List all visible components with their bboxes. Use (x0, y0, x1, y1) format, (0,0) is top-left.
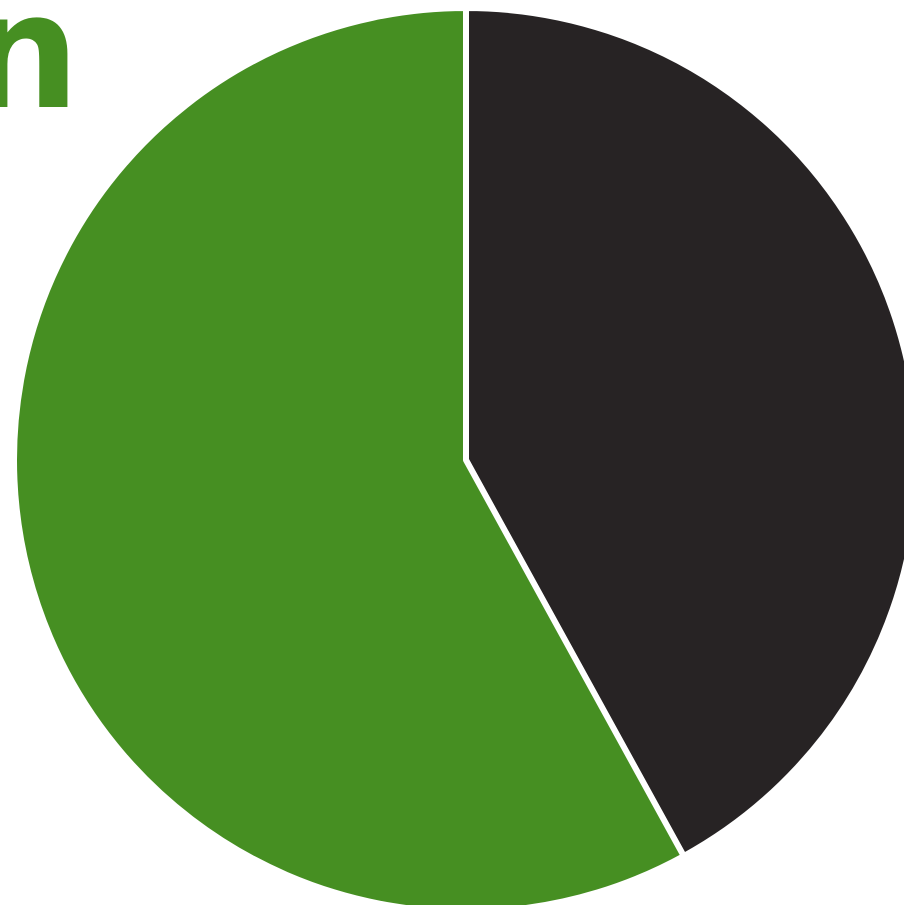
pie-slices (11, 5, 904, 905)
clipped-heading-fragment: n (0, 0, 80, 145)
pie-slice-2 (11, 5, 687, 905)
